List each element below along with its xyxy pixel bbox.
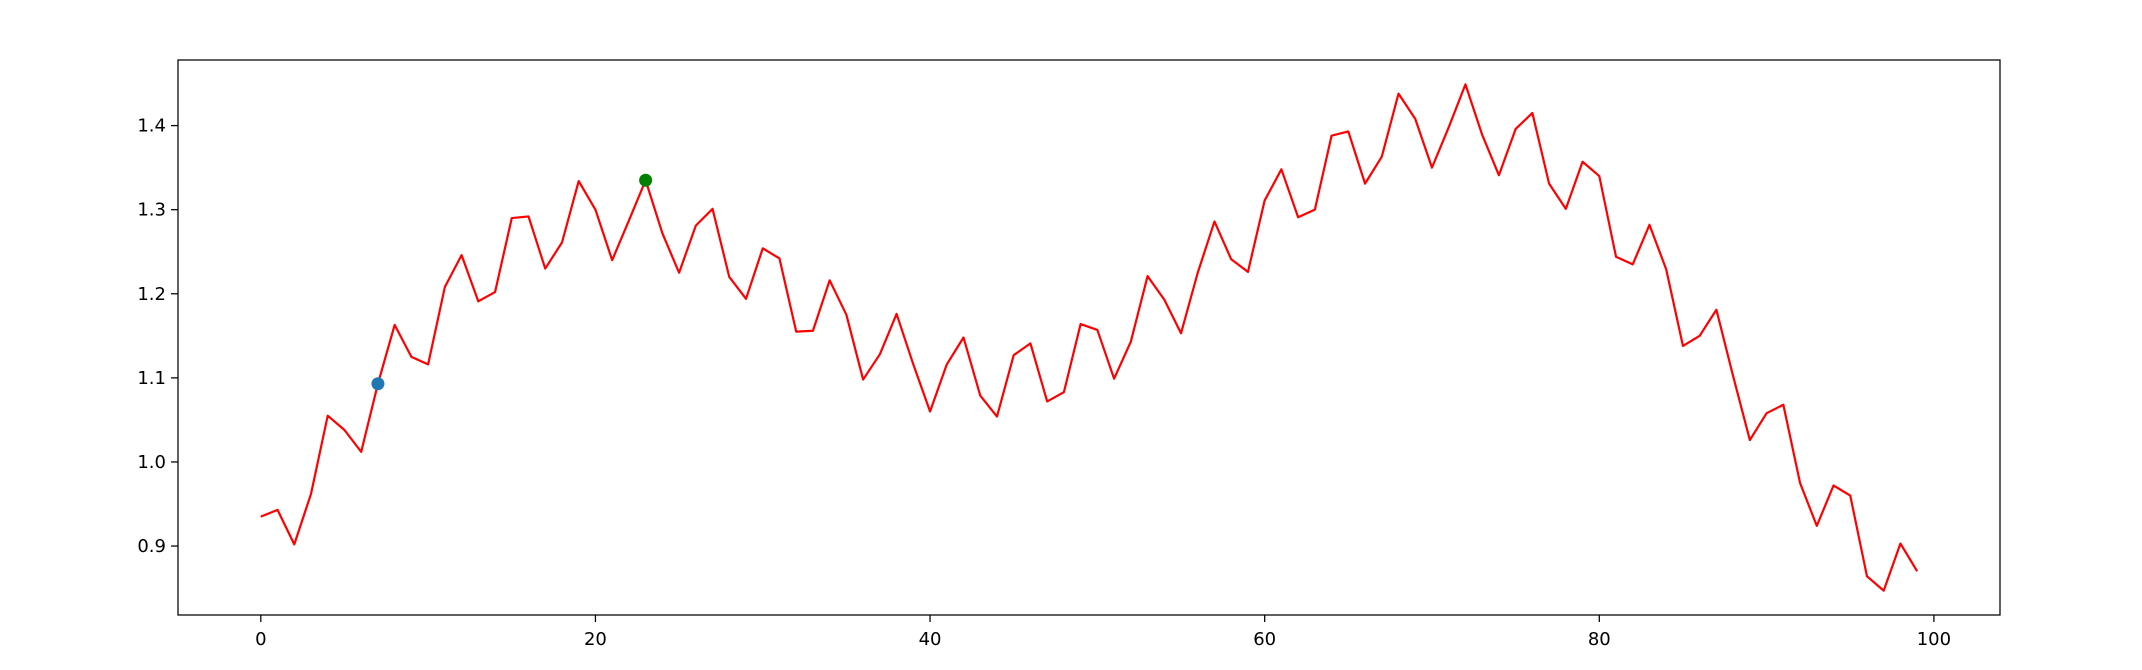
x-tick-label: 100 bbox=[1917, 629, 1951, 650]
x-tick-label: 0 bbox=[255, 629, 266, 650]
highlight-point-0 bbox=[371, 377, 385, 391]
highlight-point-1 bbox=[639, 173, 653, 187]
x-tick-label: 40 bbox=[919, 629, 942, 650]
y-tick-label: 1.1 bbox=[137, 368, 166, 389]
plot-area bbox=[178, 60, 2000, 615]
series-line-0 bbox=[260, 83, 1919, 592]
x-tick-label: 60 bbox=[1253, 629, 1276, 650]
y-tick-label: 1.4 bbox=[137, 116, 166, 137]
series-layer bbox=[260, 83, 1919, 592]
y-tick-label: 1.3 bbox=[137, 200, 166, 221]
y-tick-label: 1.2 bbox=[137, 284, 166, 305]
x-tick-label: 80 bbox=[1588, 629, 1611, 650]
y-tick-label: 1.0 bbox=[137, 452, 166, 473]
x-axis: 0 20 40 60 80 100 bbox=[255, 615, 1951, 650]
marker-layer bbox=[371, 173, 653, 391]
x-tick-label: 20 bbox=[584, 629, 607, 650]
y-tick-label: 0.9 bbox=[137, 536, 166, 557]
y-axis: 0.9 1.0 1.1 1.2 1.3 1.4 bbox=[137, 116, 178, 557]
plot-frame bbox=[177, 59, 2001, 616]
